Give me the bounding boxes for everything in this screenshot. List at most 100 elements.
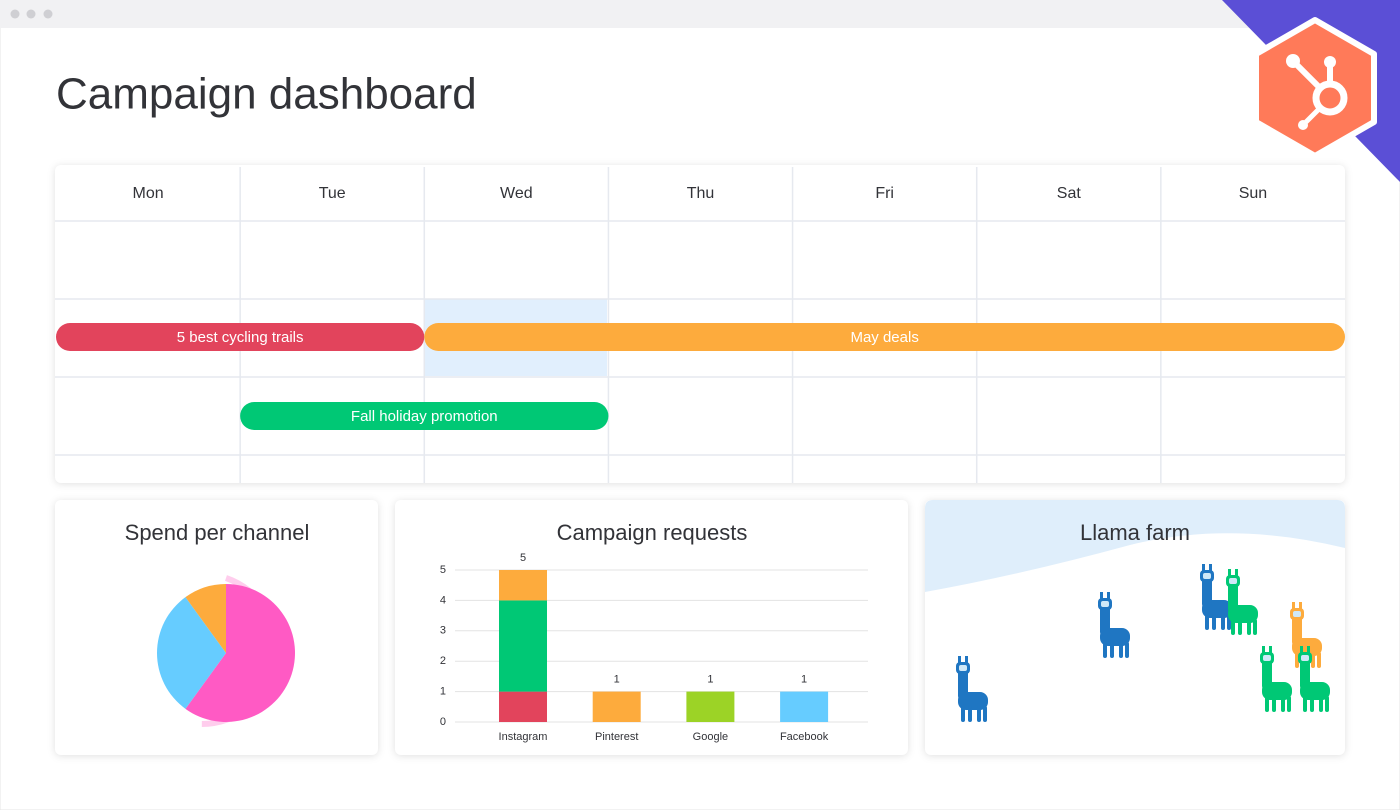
llama-leg	[1238, 619, 1242, 635]
llama	[1226, 569, 1258, 635]
logo-node	[1298, 120, 1308, 130]
day-label: Sat	[1057, 185, 1082, 202]
llama-leg	[968, 706, 972, 722]
event-label: May deals	[850, 329, 918, 346]
bar-total-label: 1	[801, 674, 807, 686]
y-tick-label: 4	[440, 594, 446, 606]
day-label: Mon	[133, 185, 164, 202]
llama	[1260, 646, 1292, 712]
llama-face	[959, 665, 967, 671]
llama-leg	[1272, 696, 1276, 712]
bar-title: Campaign requests	[557, 520, 748, 545]
event-bar	[240, 402, 609, 430]
pie-slice	[185, 584, 295, 722]
llama-face	[1293, 611, 1301, 617]
pie-slice	[185, 584, 226, 653]
llama-leg	[1303, 696, 1307, 712]
bar-segment	[592, 691, 641, 722]
llama-leg	[1110, 642, 1114, 658]
logo-node	[1286, 54, 1300, 68]
llama-leg	[977, 706, 981, 722]
day-label: Fri	[875, 185, 894, 202]
llama-leg	[1265, 696, 1269, 712]
llama-leg	[1247, 619, 1251, 635]
bar-segment	[499, 570, 547, 601]
llama-ear	[1299, 602, 1302, 610]
llama-ear	[1262, 646, 1265, 654]
llama-ear	[1202, 564, 1205, 572]
llama-ear	[1228, 569, 1231, 577]
bar-total-label: 1	[614, 674, 620, 686]
y-tick-label: 1	[440, 686, 446, 698]
llama-face	[1263, 655, 1271, 661]
llama-neck	[958, 668, 968, 700]
llama-leg	[1325, 696, 1329, 712]
llama-leg	[1221, 614, 1225, 630]
llama-ear	[1292, 602, 1295, 610]
llama-ear	[958, 656, 961, 664]
llama-leg	[1231, 619, 1235, 635]
llama-leg	[1119, 642, 1123, 658]
logo-spoke	[1293, 61, 1323, 91]
day-label: Tue	[319, 185, 346, 202]
x-tick-label: Pinterest	[595, 731, 638, 743]
llama-ear	[1235, 569, 1238, 577]
llama-ear	[1209, 564, 1212, 572]
y-tick-label: 3	[440, 625, 446, 637]
llama-leg	[1281, 696, 1285, 712]
day-label: Thu	[687, 185, 715, 202]
y-tick-label: 5	[440, 564, 446, 576]
page-title: Campaign dashboard	[56, 70, 477, 119]
llama-neck	[1202, 576, 1212, 608]
x-tick-label: Instagram	[499, 731, 548, 743]
llama-ear	[1269, 646, 1272, 654]
llama-neck	[1292, 614, 1302, 646]
llama-ear	[1307, 646, 1310, 654]
window-dot	[26, 9, 36, 19]
llama-neck	[1262, 658, 1272, 690]
window-dot	[43, 9, 53, 19]
llama-ear	[1300, 646, 1303, 654]
llama	[956, 656, 988, 722]
bar-segment	[780, 691, 829, 722]
event-bar	[424, 323, 1345, 351]
llama-leg	[1125, 642, 1129, 658]
llama	[1098, 592, 1130, 658]
llama-face	[1301, 655, 1309, 661]
pie-slice	[157, 597, 226, 709]
llama-sky	[925, 500, 1345, 592]
logo-spoke	[1304, 106, 1322, 124]
llama-ear	[1107, 592, 1110, 600]
llama-ear	[965, 656, 968, 664]
hubspot-logo	[1253, 17, 1377, 159]
pie-title: Spend per channel	[125, 520, 310, 545]
logo-hexagon	[1253, 17, 1377, 159]
llama-leg	[1205, 614, 1209, 630]
x-tick-label: Google	[693, 731, 728, 743]
llama-leg	[1103, 642, 1107, 658]
llama-face	[1203, 573, 1211, 579]
bar-segment	[686, 691, 735, 722]
bar-segment	[499, 600, 547, 692]
day-label: Sun	[1239, 185, 1267, 202]
llama-face	[1101, 601, 1109, 607]
llama-leg	[983, 706, 987, 722]
event-bar	[56, 323, 425, 351]
window-dot	[10, 9, 20, 19]
llama	[1298, 646, 1330, 712]
bar-total-label: 1	[707, 674, 713, 686]
llama-leg	[1317, 652, 1321, 668]
llama-leg	[1212, 614, 1216, 630]
llama-leg	[1253, 619, 1257, 635]
event-label: 5 best cycling trails	[177, 329, 304, 346]
x-tick-label: Facebook	[780, 731, 829, 743]
event-label: Fall holiday promotion	[351, 408, 498, 425]
llama-face	[1229, 578, 1237, 584]
y-tick-label: 0	[440, 716, 446, 728]
browser-bar	[0, 0, 1400, 28]
llama-ear	[1100, 592, 1103, 600]
day-label: Wed	[500, 185, 533, 202]
llama-leg	[961, 706, 965, 722]
llama-neck	[1300, 658, 1310, 690]
